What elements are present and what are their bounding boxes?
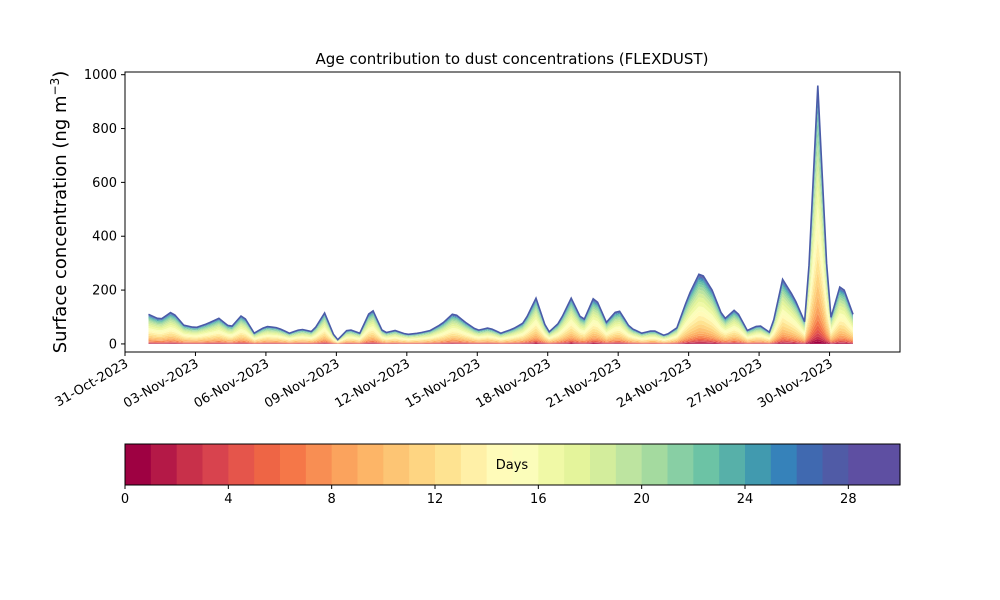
age-layer-23	[148, 107, 853, 341]
colorbar-bin	[590, 444, 617, 485]
colorbar-bin	[125, 444, 152, 485]
colorbar-bin	[486, 444, 514, 485]
age-layer-18	[148, 155, 853, 342]
colorbar-bin	[202, 444, 229, 485]
colorbar-bin	[796, 444, 824, 485]
x-tick-label: 15-Nov-2023	[403, 356, 483, 411]
age-layer-26	[148, 93, 853, 340]
total-concentration-line	[148, 85, 854, 341]
colorbar-bin	[280, 444, 307, 485]
x-tick-label: 12-Nov-2023	[333, 356, 413, 411]
colorbar-tick-label: 24	[737, 492, 754, 507]
y-tick-label: 200	[92, 284, 117, 299]
age-layer-13	[148, 239, 853, 343]
colorbar-bin	[641, 444, 669, 485]
y-axis-label-close: )	[50, 71, 71, 78]
plot-frame	[124, 71, 901, 353]
colorbar-bin	[150, 444, 178, 485]
age-layer-16	[148, 187, 853, 342]
x-tick-label: 06-Nov-2023	[192, 356, 272, 411]
colorbar-tick-label: 4	[224, 492, 232, 507]
colorbar-bin	[719, 444, 746, 485]
x-tick-label: 09-Nov-2023	[262, 356, 342, 411]
age-layer-24	[148, 101, 853, 341]
colorbar-bin	[512, 444, 539, 485]
colorbar-bin	[357, 444, 384, 485]
colorbar-bin	[435, 444, 462, 485]
age-layer-17	[148, 170, 853, 342]
colorbar-bin	[538, 444, 565, 485]
colorbar-tick-label: 12	[427, 492, 444, 507]
colorbar-bin	[745, 444, 772, 485]
x-tick-label: 18-Nov-2023	[473, 356, 553, 411]
colorbar-tick-label: 28	[840, 492, 857, 507]
colorbar-bin	[615, 444, 643, 485]
y-axis-label: Surface concentration (ng m−3)	[48, 71, 71, 354]
y-axis: 0 200 400 600 800 1000	[84, 68, 125, 352]
stacked-area-layers	[148, 85, 854, 344]
colorbar-bin	[693, 444, 720, 485]
colorbar: 0 4 8 12 16 20 24 28	[121, 443, 901, 507]
colorbar-frame	[124, 443, 901, 486]
age-layer-29	[148, 85, 853, 340]
x-tick-label: 03-Nov-2023	[121, 356, 201, 411]
y-tick-label: 400	[92, 230, 117, 245]
colorbar-bin	[770, 444, 798, 485]
age-layer-28	[148, 88, 853, 340]
colorbar-bin	[409, 444, 436, 485]
colorbar-bin	[564, 444, 591, 485]
colorbar-bin	[667, 444, 694, 485]
colorbar-bin	[305, 444, 333, 485]
y-tick-label: 0	[109, 337, 117, 352]
age-layer-19	[148, 142, 853, 341]
x-tick-label: 27-Nov-2023	[685, 356, 765, 411]
x-tick-label: 24-Nov-2023	[614, 356, 694, 411]
colorbar-bin	[228, 444, 255, 485]
colorbar-bin	[176, 444, 204, 485]
colorbar-bin	[874, 444, 901, 485]
x-tick-label: 30-Nov-2023	[755, 356, 835, 411]
x-tick-label: 21-Nov-2023	[544, 356, 624, 411]
colorbar-tick-label: 8	[328, 492, 336, 507]
age-layer-15	[148, 204, 853, 342]
age-layer-22	[148, 113, 853, 341]
x-tick-label: 31-Oct-2023	[53, 356, 131, 410]
age-layer-0	[148, 341, 853, 344]
chart-title: Age contribution to dust concentrations …	[316, 50, 709, 68]
y-axis-label-main: Surface concentration (ng m	[50, 95, 71, 353]
age-layer-21	[148, 121, 853, 341]
colorbar-bin	[848, 444, 875, 485]
colorbar-bin	[254, 444, 281, 485]
colorbar-tick-label: 20	[633, 492, 650, 507]
y-axis-label-superscript: −3	[48, 78, 62, 96]
x-axis: 31-Oct-202303-Nov-202306-Nov-202309-Nov-…	[53, 352, 836, 411]
colorbar-label: Days	[496, 458, 529, 473]
colorbar-bin	[383, 444, 410, 485]
y-tick-label: 800	[92, 122, 117, 137]
age-layer-27	[148, 90, 853, 340]
y-tick-label: 1000	[84, 68, 117, 83]
colorbar-bin	[822, 444, 849, 485]
age-layer-20	[148, 131, 853, 341]
colorbar-bin	[460, 444, 488, 485]
age-layer-14	[148, 222, 853, 343]
colorbar-tick-label: 0	[121, 492, 129, 507]
y-tick-label: 600	[92, 176, 117, 191]
colorbar-bin	[331, 444, 359, 485]
colorbar-tick-label: 16	[530, 492, 547, 507]
age-layer-25	[148, 97, 853, 340]
